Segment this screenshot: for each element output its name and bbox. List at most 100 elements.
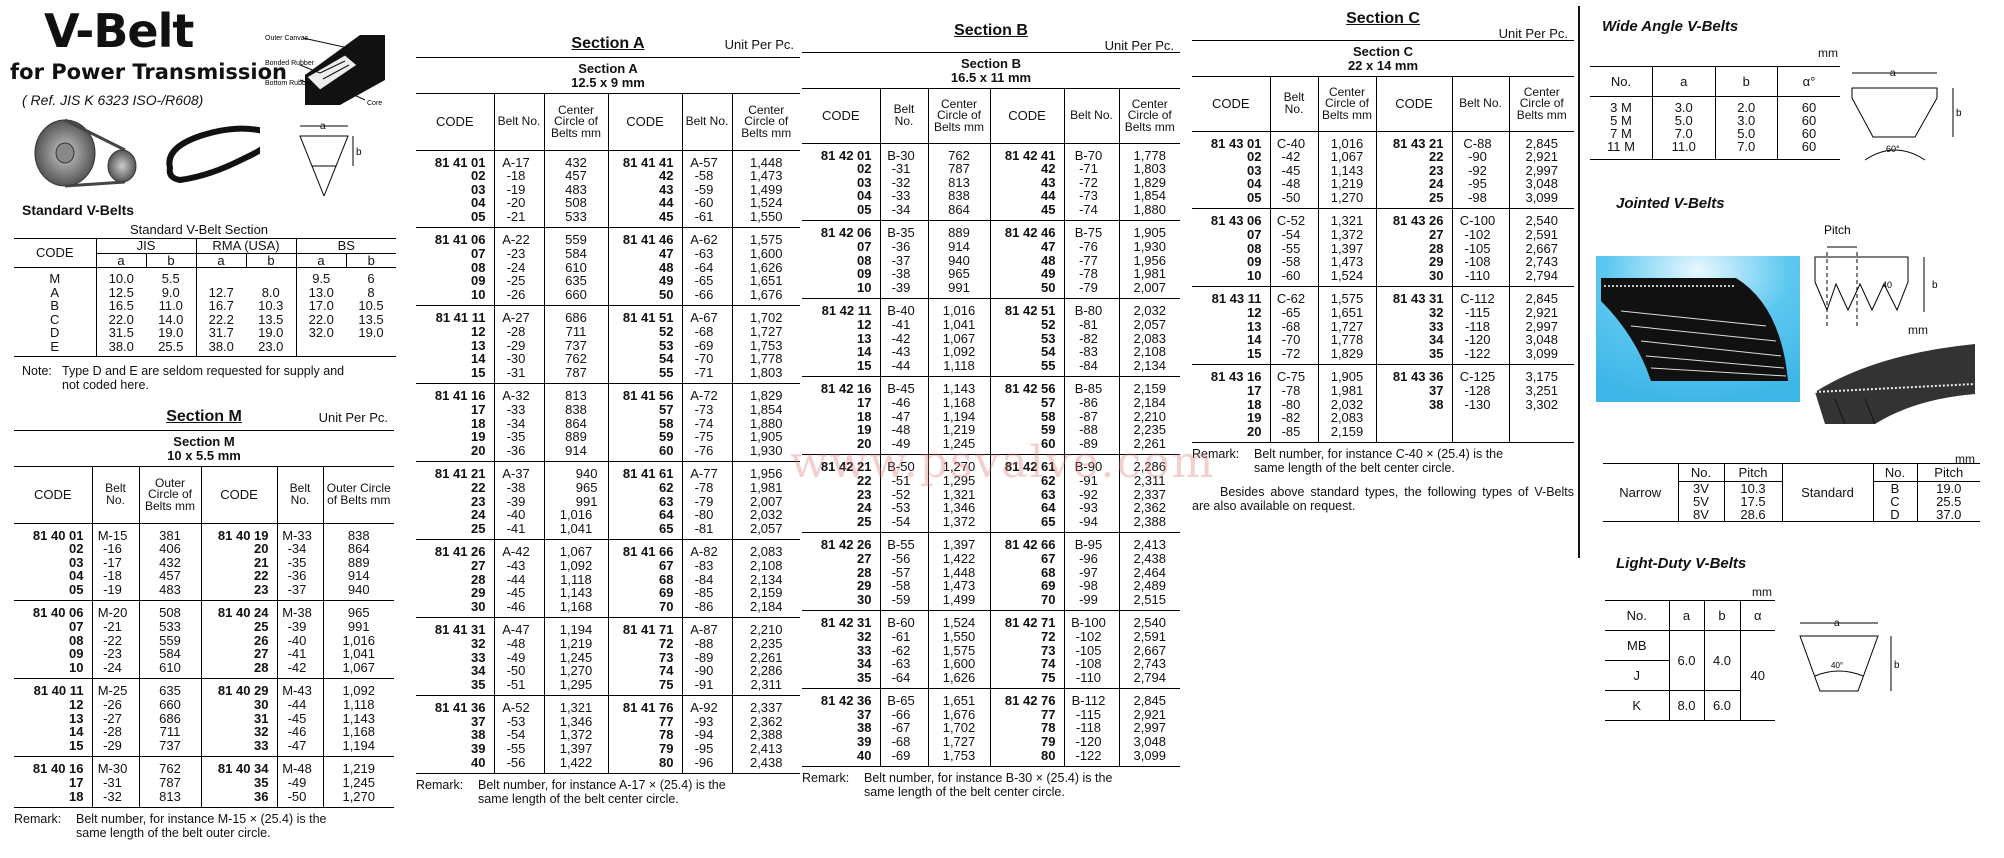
standard-v-belts-heading: Standard V-Belts (22, 202, 135, 218)
col-circle: Center Circle of Belts mm (732, 94, 800, 151)
code-cell: 81 42 31 (802, 610, 881, 630)
belt-no-cell: -31 (92, 776, 140, 790)
code-cell: 02 (802, 162, 881, 176)
table-row: 09 -38 965 49 -78 1,981 (802, 267, 1180, 281)
length-cell: 660 (139, 698, 202, 712)
table-row: 28 -57 1,448 68 -97 2,464 (802, 565, 1180, 580)
length-cell: 1,473 (928, 579, 991, 593)
belt-no-cell: -30 (494, 352, 545, 366)
code-cell: 17 (1192, 384, 1271, 398)
length-cell: 1,321 (1318, 208, 1377, 229)
belt-no-cell: -48 (494, 637, 545, 651)
length-cell: 1,422 (544, 755, 609, 774)
table-row: 07 -54 1,372 27 -102 2,591 (1192, 228, 1574, 242)
belt-no-cell: A-87 (682, 617, 733, 637)
standard-cell: 22.2 (208, 311, 234, 327)
table-row: 04 -18 457 22 -36 914 (14, 569, 394, 583)
length-cell: 2,515 (1133, 591, 1167, 607)
table-row: 08 -37 940 48 -77 1,956 (802, 254, 1180, 268)
length-cell: 1,448 (749, 154, 783, 170)
table-row: 12 -28 711 52 -68 1,727 (416, 325, 800, 339)
belt-no-cell: -18 (92, 569, 140, 583)
wa-col-0: No. (1590, 66, 1653, 97)
code-cell: 25 (802, 514, 881, 533)
code-cell: 07 (416, 247, 495, 261)
length-cell: 1,626 (928, 670, 991, 689)
length-cell: 2,667 (1525, 240, 1559, 256)
belt-no-cell: -122 (1452, 346, 1510, 365)
belt-no-cell: -72 (1270, 346, 1319, 365)
standard-code: A (14, 285, 97, 299)
length-cell: 1,168 (928, 396, 991, 410)
table-row: 23 -39 991 63 -79 2,007 (416, 494, 800, 509)
col-belt-no: Belt No. (880, 89, 929, 144)
wa-col-1: a (1652, 66, 1716, 97)
length-cell: 2,311 (1133, 472, 1166, 488)
table-row: 24 -53 1,346 64 -93 2,362 (802, 501, 1180, 515)
col-code: CODE (14, 238, 97, 268)
col-belt-no: Belt No. (1452, 77, 1510, 132)
code-cell: 69 (990, 579, 1065, 593)
belt-no-cell: -83 (682, 559, 733, 573)
wa-cell: 5.0 (1652, 114, 1716, 127)
length-cell: 2,083 (1318, 411, 1377, 425)
belt-no-cell: A-92 (682, 695, 733, 715)
wa-angle: 60° (1886, 144, 1900, 154)
code-cell: 35 (802, 670, 881, 689)
code-cell: 03 (1192, 164, 1271, 178)
row-group: 81 43 01 C-40 1,016 81 43 21 C-88 2,845 02 -42 1… (1192, 131, 1574, 209)
code-cell: 81 41 61 (608, 461, 683, 481)
code-cell: 55 (608, 365, 683, 384)
code-cell: 81 41 11 (416, 305, 495, 326)
col-circle: Outer Circle of Belts mm (139, 467, 202, 524)
belt-no-cell: -71 (682, 365, 733, 384)
table-row: 30 -59 1,499 70 -99 2,515 (802, 591, 1180, 611)
belt-no-cell: A-77 (682, 461, 733, 481)
belt-no-cell: -18 (494, 169, 545, 183)
code-cell: 04 (14, 569, 93, 583)
code-cell: 17 (14, 776, 93, 790)
length-cell: 3,099 (1525, 189, 1559, 205)
length-cell: 914 (544, 443, 609, 462)
length-cell: 2,337 (749, 700, 783, 716)
length-cell: 2,032 (749, 507, 783, 523)
col-circle: Center Circle of Belts mm (544, 94, 609, 151)
belt-no-cell: -105 (1064, 643, 1120, 658)
standard-table-caption: Standard V-Belt Section (130, 222, 269, 237)
col-jis: JIS (96, 238, 197, 254)
code-cell: 55 (990, 358, 1065, 377)
code-cell: 47 (990, 240, 1065, 254)
jointed-dim-b: b (1932, 280, 1938, 291)
belt-no-cell: -86 (682, 599, 733, 618)
row-group: 81 42 06 B-35 889 81 42 46 B-75 1,905 07 -36 914… (802, 220, 1180, 299)
header-row: CODE Belt No. Center Circle of Belts mm COD… (1192, 77, 1574, 132)
length-cell: 1,346 (928, 501, 991, 515)
ld-col-2: b (1704, 600, 1741, 631)
belt-no-cell: -91 (682, 677, 733, 696)
row-group: 81 42 01 B-30 762 81 42 41 B-70 1,778 02 -31 787… (802, 143, 1180, 221)
remark-label: Remark: (14, 812, 62, 827)
belt-no-cell: -77 (1064, 254, 1120, 268)
belt-no-cell: -38 (494, 481, 545, 495)
length-cell: 2,591 (1133, 628, 1167, 644)
belt-no-cell: -88 (1064, 423, 1120, 437)
code-cell: 32 (802, 630, 881, 644)
remark: Remark: Belt number, for instance B-30 × … (802, 771, 1180, 799)
length-cell: 1,550 (928, 630, 991, 644)
code-cell: 69 (608, 586, 683, 600)
belt-no-cell: -71 (1064, 162, 1120, 176)
page-title: V-Belt (44, 4, 194, 58)
length-cell: 1,143 (928, 376, 991, 396)
wa-cell: 11.0 (1652, 140, 1716, 160)
length-cell: 584 (139, 647, 202, 661)
ld-row: K 8.0 6.0 (1605, 690, 1775, 721)
code-cell: 81 41 01 (416, 150, 495, 170)
row-group: 81 41 06 A-22 559 81 41 46 A-62 1,575 07 -23 584… (416, 227, 800, 306)
belt-no-cell: -93 (682, 715, 733, 729)
length-cell: 1,245 (342, 775, 376, 790)
code-cell: 28 (416, 572, 495, 587)
length-cell: 2,286 (1133, 459, 1167, 475)
table-row: 34 -50 1,270 74 -90 2,286 (416, 664, 800, 678)
v-belt-cross-section-diagram: a b (299, 121, 362, 197)
code-cell: 58 (608, 416, 683, 431)
